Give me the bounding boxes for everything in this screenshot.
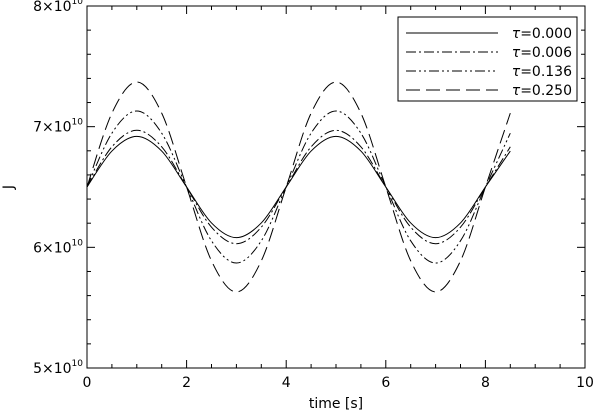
series-line-2 bbox=[86, 129, 511, 245]
y-tick-label: 6×1010 bbox=[33, 238, 83, 256]
series-line-3 bbox=[86, 110, 511, 264]
x-tick-label: 0 bbox=[83, 375, 92, 391]
legend-label-3: τ=0.136 bbox=[512, 64, 572, 80]
x-tick-label: 8 bbox=[481, 375, 490, 391]
y-tick-label: 8×1010 bbox=[33, 0, 83, 15]
x-tick-label: 2 bbox=[182, 375, 191, 391]
x-axis-title: time [s] bbox=[309, 396, 363, 412]
y-tick-label: 5×1010 bbox=[33, 359, 83, 377]
x-tick-label: 4 bbox=[282, 375, 291, 391]
x-tick-label: 6 bbox=[381, 375, 390, 391]
y-axis-title: J bbox=[1, 185, 17, 190]
legend: τ=0.000 τ=0.006 τ=0.136 τ=0.250 bbox=[397, 16, 578, 102]
y-tick-label: 7×1010 bbox=[33, 118, 83, 136]
series-layer bbox=[86, 81, 511, 293]
legend-label-2: τ=0.006 bbox=[512, 45, 572, 61]
series-line-1 bbox=[86, 135, 511, 239]
x-axis-ticks: 0 2 4 6 8 10 bbox=[83, 6, 594, 391]
legend-box bbox=[397, 16, 578, 102]
legend-label-1: τ=0.000 bbox=[512, 26, 572, 42]
legend-label-4: τ=0.250 bbox=[512, 83, 572, 99]
x-tick-label: 10 bbox=[576, 375, 594, 391]
y-axis-ticks: 5×1010 6×1010 7×1010 8×1010 bbox=[33, 0, 585, 377]
